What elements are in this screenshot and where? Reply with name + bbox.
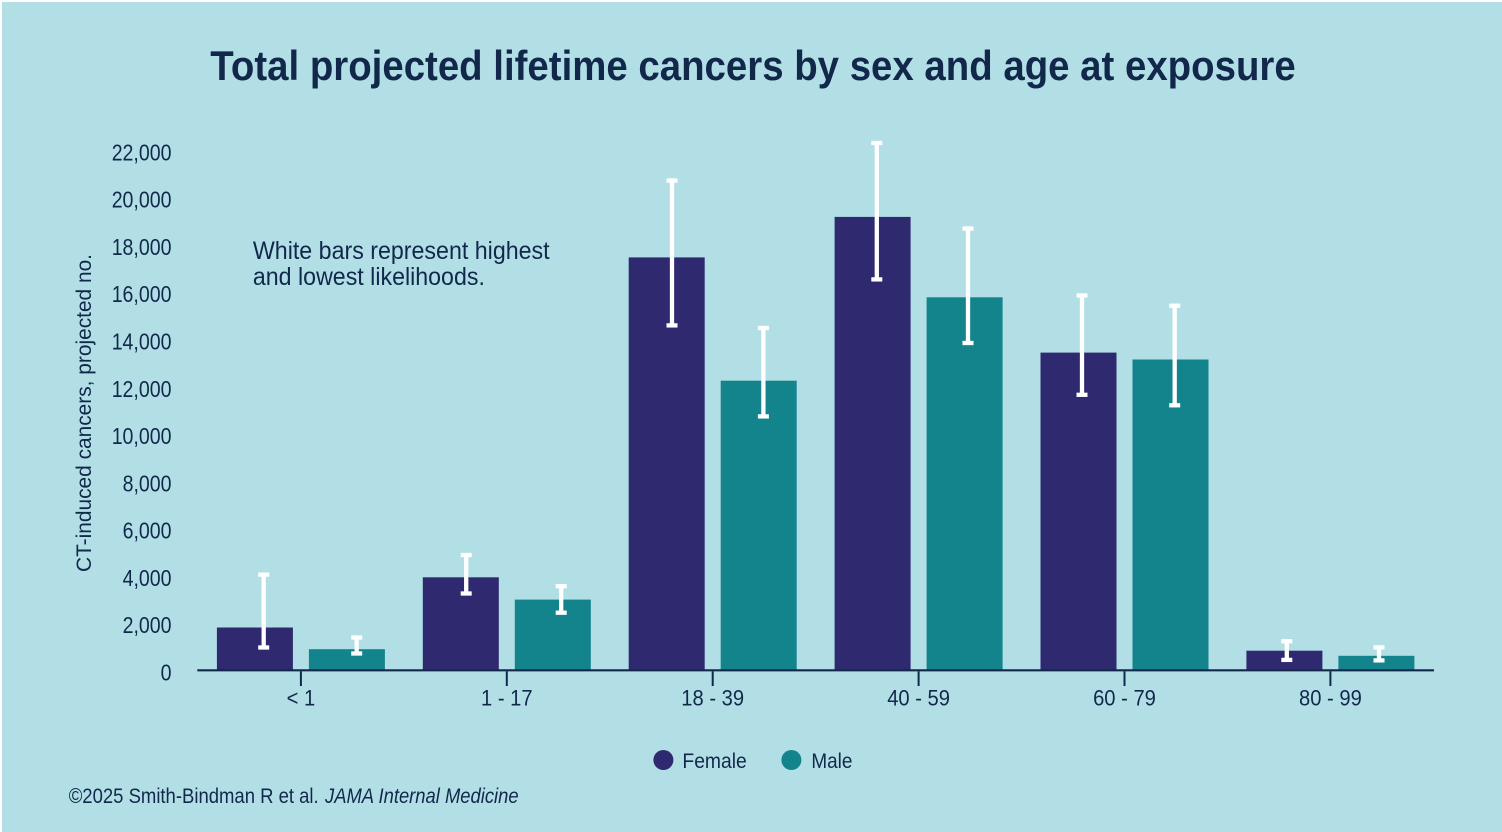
svg-text:60 - 79: 60 - 79	[1093, 685, 1156, 710]
svg-text:40 - 59: 40 - 59	[887, 685, 950, 710]
svg-text:2,000: 2,000	[123, 612, 172, 638]
svg-text:0: 0	[161, 660, 172, 686]
svg-text:Total projected lifetime cance: Total projected lifetime cancers by sex …	[210, 43, 1295, 89]
svg-text:10,000: 10,000	[112, 423, 172, 449]
svg-text:©2025 Smith-Bindman R et al.: ©2025 Smith-Bindman R et al.	[69, 785, 319, 808]
svg-text:14,000: 14,000	[112, 329, 172, 355]
svg-text:18 - 39: 18 - 39	[681, 685, 744, 710]
svg-text:4,000: 4,000	[123, 565, 172, 591]
svg-text:White bars represent highest: White bars represent highest	[253, 237, 550, 265]
svg-text:12,000: 12,000	[112, 376, 172, 402]
svg-text:80 - 99: 80 - 99	[1299, 685, 1362, 710]
svg-text:20,000: 20,000	[112, 187, 172, 213]
svg-text:< 1: < 1	[287, 685, 316, 710]
svg-text:8,000: 8,000	[123, 470, 172, 496]
svg-text:CT-induced cancers, projected: CT-induced cancers, projected no.	[72, 254, 96, 572]
svg-text:Male: Male	[811, 749, 852, 773]
svg-text:6,000: 6,000	[123, 518, 172, 544]
svg-text:Female: Female	[682, 749, 746, 773]
svg-text:JAMA Internal Medicine: JAMA Internal Medicine	[324, 785, 518, 808]
svg-text:1 - 17: 1 - 17	[481, 685, 533, 710]
svg-text:and lowest likelihoods.: and lowest likelihoods.	[253, 263, 485, 291]
svg-text:18,000: 18,000	[112, 234, 172, 260]
svg-text:16,000: 16,000	[112, 281, 172, 307]
svg-text:22,000: 22,000	[112, 139, 172, 165]
